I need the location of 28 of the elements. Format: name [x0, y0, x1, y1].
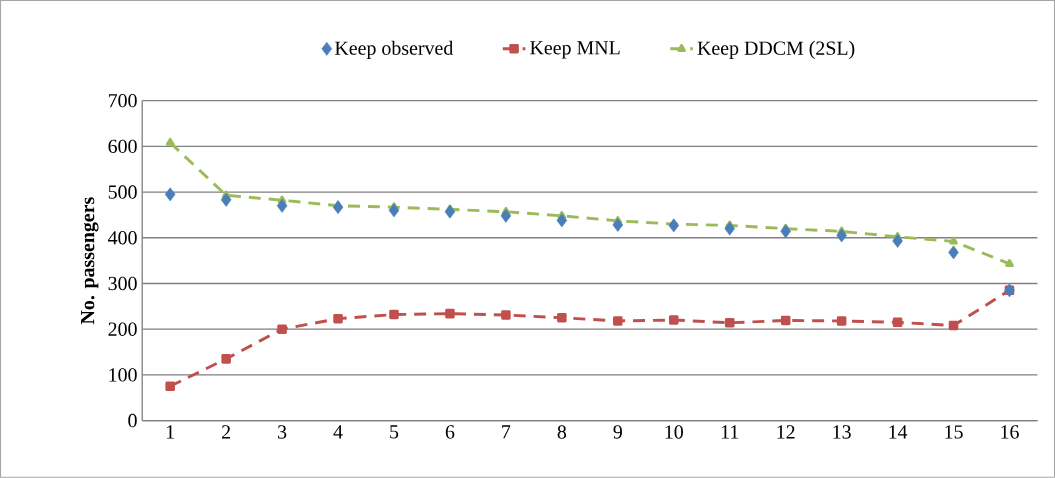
y-tick-label: 0: [128, 413, 137, 428]
y-tick-label: 400: [108, 231, 137, 245]
legend-label: Keep MNL: [530, 41, 620, 59]
x-tick-label: 5: [390, 425, 399, 439]
x-tick-label: 12: [777, 425, 795, 439]
y-tick-label: 700: [108, 94, 137, 108]
legend-label: Keep observed: [335, 40, 454, 60]
x-tick-label: 8: [557, 425, 567, 439]
x-tick-label: 1: [166, 425, 174, 439]
x-tick-label: 10: [665, 425, 683, 439]
x-tick-label: 16: [1001, 425, 1019, 439]
x-tick-label: 11: [721, 425, 739, 439]
x-tick-label: 7: [502, 425, 511, 439]
x-tick-label: 4: [333, 425, 343, 439]
x-tick-label: 13: [833, 425, 851, 439]
x-tick-label: 9: [613, 425, 622, 439]
y-tick-label: 500: [108, 185, 137, 199]
y-tick-label: 200: [108, 322, 137, 336]
x-tick-label: 15: [945, 425, 963, 439]
x-tick-label: 2: [222, 425, 230, 439]
x-tick-label: 14: [889, 425, 908, 439]
x-tick-label: 6: [445, 425, 455, 439]
y-axis-title: No. passengers: [81, 197, 99, 325]
x-tick-label: 3: [278, 425, 287, 439]
y-tick-label: 100: [109, 368, 137, 382]
y-tick-label: 300: [108, 276, 137, 291]
legend-label: Keep DDCM (2SL): [697, 40, 855, 60]
y-tick-label: 600: [108, 139, 137, 154]
